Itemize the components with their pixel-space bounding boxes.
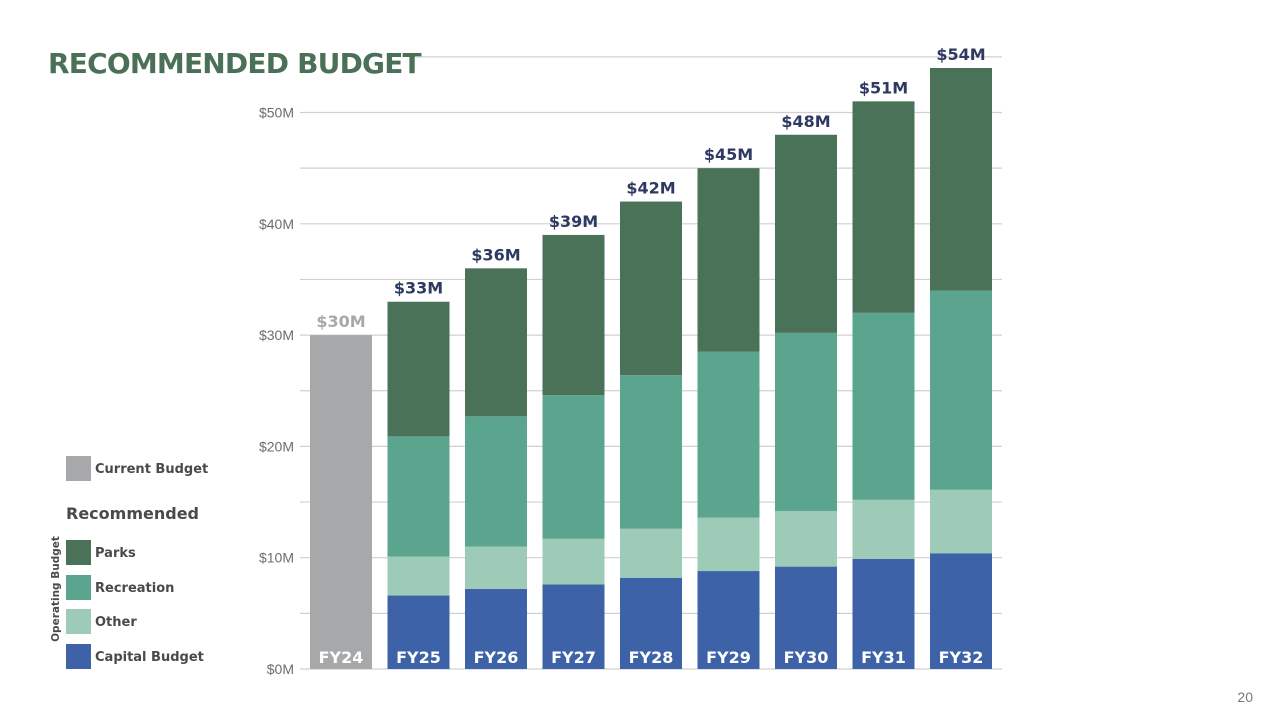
x-category-label: FY31	[861, 648, 906, 667]
y-tick-label: $0M	[267, 661, 294, 677]
y-tick-label: $10M	[259, 550, 294, 566]
y-tick-label: $40M	[259, 216, 294, 232]
legend-label-parks: Parks	[95, 546, 136, 561]
bars	[310, 67, 992, 669]
bar-total-label: $48M	[781, 112, 830, 131]
bar-segment-recreation	[697, 351, 760, 518]
legend-label-other: Other	[95, 615, 137, 630]
legend-label-capital: Capital Budget	[95, 650, 204, 665]
bar-segment-capital	[697, 571, 760, 669]
x-category-label: FY28	[629, 648, 674, 667]
bar-total-label: $54M	[936, 45, 985, 64]
bar-segment-capital	[620, 577, 682, 669]
x-category-label: FY25	[396, 648, 441, 667]
x-category-label: FY29	[706, 648, 751, 667]
bar-total-label: $42M	[626, 179, 675, 198]
bar-segment-parks	[542, 234, 605, 396]
y-tick-label: $50M	[259, 105, 294, 121]
bar-segment-recreation	[852, 312, 915, 500]
x-category-label: FY27	[551, 648, 596, 667]
bar-segment-capital	[465, 588, 527, 669]
legend-group-operating-budget: Operating Budget	[50, 536, 62, 642]
bar-segment-other	[775, 510, 837, 567]
bar-segment-parks	[930, 67, 992, 291]
bar-total-label: $45M	[704, 145, 753, 164]
bar-segment-capital	[930, 553, 992, 669]
bar-segment-current	[310, 335, 372, 669]
bar-segment-other	[387, 556, 450, 596]
x-category-label: FY26	[474, 648, 519, 667]
bar-total-label: $33M	[394, 279, 443, 298]
bar-segment-other	[930, 489, 992, 554]
y-axis: $0M $10M $20M $30M $40M $50M	[259, 105, 294, 678]
legend-label-recreation: Recreation	[95, 581, 175, 596]
bar-segment-parks	[775, 134, 837, 333]
legend-swatch-recreation	[66, 575, 91, 600]
bar-segment-capital	[775, 566, 837, 669]
bar-segment-parks	[697, 168, 760, 352]
bar-segment-recreation	[620, 375, 682, 529]
bar-segment-other	[542, 538, 605, 585]
legend-swatch-capital	[66, 644, 91, 669]
y-tick-label: $30M	[259, 327, 294, 343]
bar-segment-other	[852, 499, 915, 559]
x-category-label: FY32	[939, 648, 984, 667]
bar-segment-parks	[387, 301, 450, 437]
page-number: 20	[1237, 689, 1253, 705]
bar-total-label: $30M	[316, 312, 365, 331]
bar-segment-recreation	[930, 290, 992, 490]
legend-label-current: Current Budget	[95, 462, 209, 477]
bar-segment-capital	[387, 595, 450, 669]
legend-heading-recommended: Recommended	[66, 504, 199, 523]
bar-segment-recreation	[465, 416, 527, 547]
bar-segment-recreation	[387, 436, 450, 557]
bar-total-label: $36M	[471, 245, 520, 264]
bar-segment-other	[465, 546, 527, 589]
bar-segment-recreation	[542, 395, 605, 539]
y-tick-label: $20M	[259, 438, 294, 454]
x-category-label: FY24	[319, 648, 364, 667]
slide-title: RECOMMENDED BUDGET	[48, 47, 422, 80]
bar-segment-parks	[852, 101, 915, 313]
bar-segment-other	[620, 528, 682, 578]
bar-segment-capital	[542, 584, 605, 669]
bar-labels: $30M FY24 $33M FY25 $36M FY26 $39M FY27 $42M FY28…	[316, 45, 985, 667]
bar-segment-recreation	[775, 332, 837, 511]
bar-segment-parks	[465, 268, 527, 417]
x-category-label: FY30	[784, 648, 829, 667]
bar-segment-parks	[620, 201, 682, 376]
legend-swatch-parks	[66, 540, 91, 565]
legend-swatch-current	[66, 456, 91, 481]
legend-swatch-other	[66, 609, 91, 634]
bar-total-label: $51M	[859, 78, 908, 97]
bar-segment-capital	[852, 558, 915, 669]
bar-total-label: $39M	[549, 212, 598, 231]
bar-segment-other	[697, 517, 760, 572]
